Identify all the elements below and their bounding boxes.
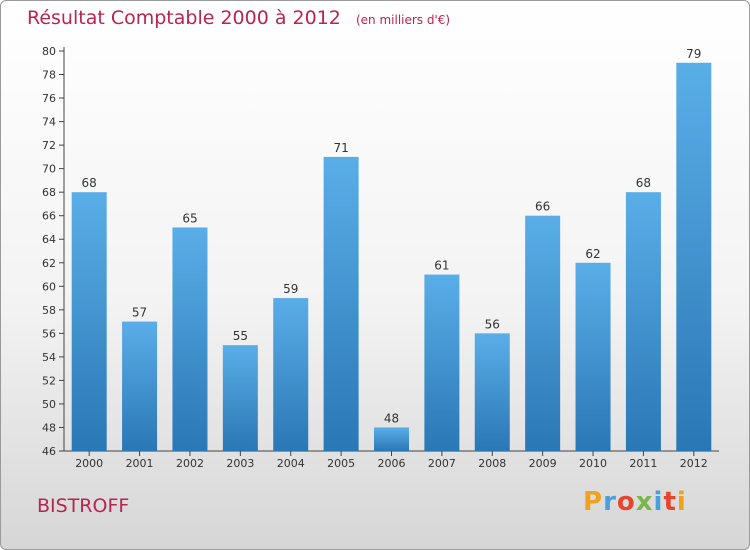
bar [172,227,208,451]
y-tick-label: 66 [42,210,56,223]
bar-value-label: 68 [82,176,97,190]
x-tick-label: 2001 [126,457,154,470]
bar-value-label: 71 [333,141,348,155]
bar-value-label: 66 [535,200,550,214]
bar-value-label: 48 [384,411,399,425]
logo-letter: o [616,487,636,517]
proxiti-logo[interactable]: Proxiti [583,487,687,517]
y-tick-label: 76 [42,92,56,105]
logo-letter: t [663,487,677,517]
y-tick-label: 70 [42,163,56,176]
x-tick-label: 2004 [277,457,305,470]
bar [222,345,258,451]
bar-value-label: 59 [283,282,298,296]
y-tick-label: 74 [42,116,56,129]
y-tick-label: 52 [42,374,56,387]
x-tick-label: 2012 [680,457,708,470]
y-tick-label: 58 [42,304,56,317]
bar [273,298,309,451]
x-tick-label: 2008 [478,457,506,470]
bar-value-label: 55 [233,329,248,343]
y-tick-label: 54 [42,351,56,364]
logo-letter: i [653,487,664,517]
x-tick-label: 2006 [378,457,406,470]
bar [625,192,661,452]
bar [575,262,611,451]
x-tick-label: 2007 [428,457,456,470]
y-tick-label: 72 [42,139,56,152]
bar-value-label: 65 [182,211,197,225]
bar-value-label: 79 [686,47,701,61]
x-tick-label: 2000 [75,457,103,470]
y-tick-label: 56 [42,327,56,340]
bar-value-label: 57 [132,306,147,320]
y-tick-label: 80 [42,45,56,58]
x-tick-label: 2011 [629,457,657,470]
bar-value-label: 61 [434,259,449,273]
bar [374,427,409,451]
logo-letter: x [635,487,654,517]
bar [424,274,460,451]
y-tick-label: 62 [42,257,56,270]
bar-value-label: 62 [585,247,600,261]
bar-value-label: 68 [636,176,651,190]
bar [676,62,712,451]
bar-value-label: 56 [485,317,500,331]
bar [474,333,510,451]
bar [323,156,359,451]
logo-letter: i [676,487,687,517]
x-tick-label: 2002 [176,457,204,470]
chart-title-block: Résultat Comptable 2000 à 2012 (en milli… [27,7,450,29]
bar [122,321,158,451]
x-tick-label: 2009 [529,457,557,470]
logo-letter: P [583,487,604,517]
bar [525,215,561,451]
x-tick-label: 2003 [226,457,254,470]
y-tick-label: 50 [42,398,56,411]
y-tick-label: 64 [42,233,56,246]
y-tick-label: 48 [42,421,56,434]
logo-letter: r [603,487,617,517]
chart-unit-note: (en milliers d'€) [355,13,451,27]
x-tick-label: 2010 [579,457,607,470]
y-tick-label: 60 [42,280,56,293]
chart-title: Résultat Comptable 2000 à 2012 [27,7,341,29]
commune-name: BISTROFF [37,495,130,517]
bar [71,192,107,452]
y-tick-label: 68 [42,186,56,199]
y-tick-label: 78 [42,69,56,82]
y-tick-label: 46 [42,445,56,458]
x-tick-label: 2005 [327,457,355,470]
